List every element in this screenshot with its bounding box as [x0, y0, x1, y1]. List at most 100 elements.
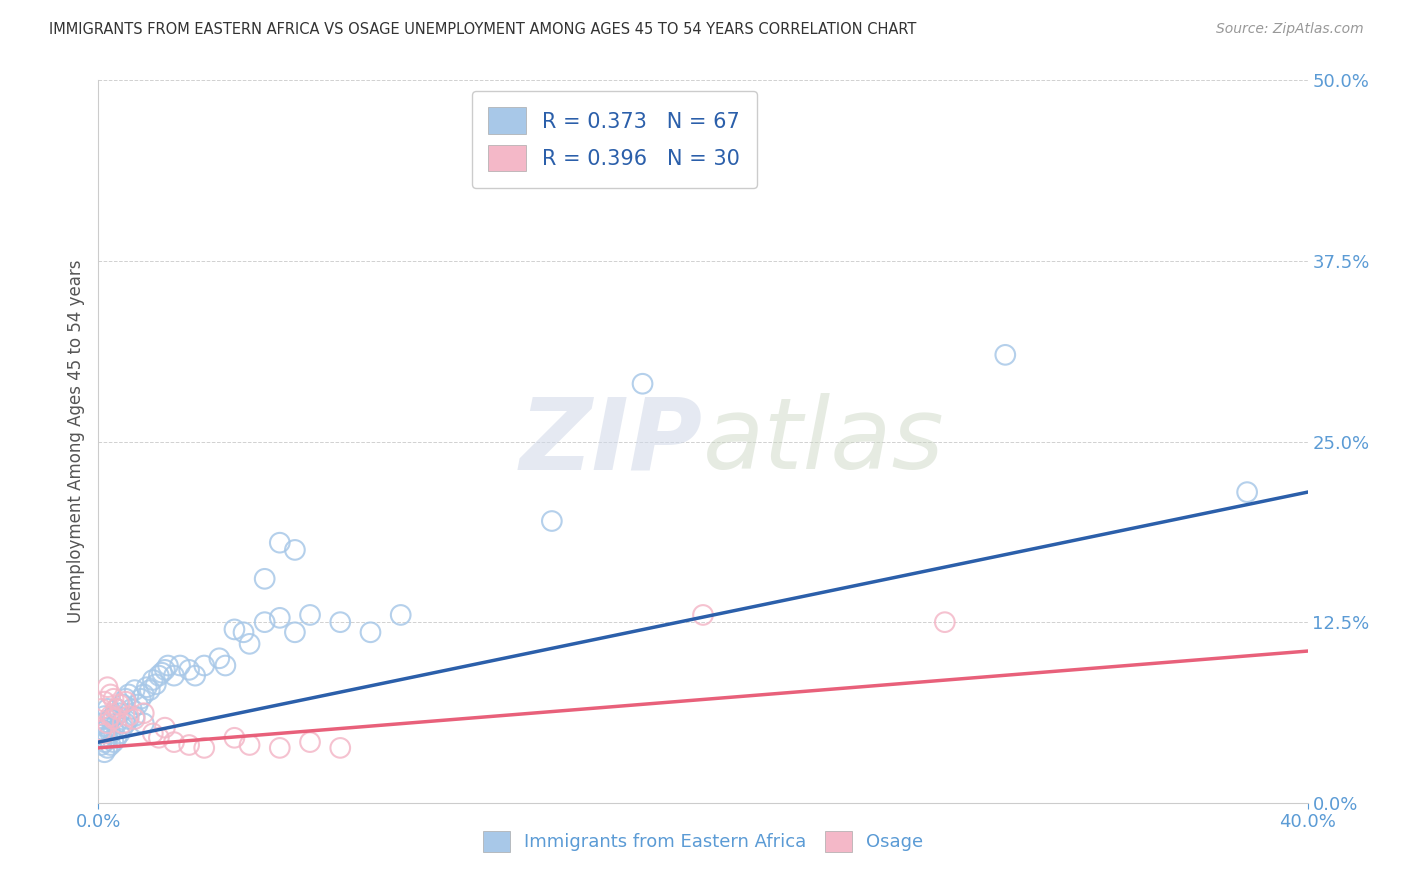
Point: [239, 738, 262, 752]
Point: [692, 607, 714, 622]
Point: [269, 611, 291, 625]
Point: [124, 709, 146, 723]
Point: [540, 514, 562, 528]
Point: [108, 706, 131, 721]
Point: [150, 665, 173, 680]
Point: [90, 716, 112, 731]
Point: [284, 625, 307, 640]
Point: [114, 695, 136, 709]
Point: [127, 698, 149, 712]
Point: [100, 738, 122, 752]
Point: [105, 716, 128, 731]
Point: [329, 740, 352, 755]
Point: [299, 607, 322, 622]
Point: [139, 683, 162, 698]
Point: [90, 738, 112, 752]
Point: [93, 735, 115, 749]
Point: [163, 735, 186, 749]
Point: [148, 731, 170, 745]
Point: [156, 658, 179, 673]
Point: [111, 716, 134, 731]
Point: [118, 712, 141, 726]
Point: [114, 716, 136, 731]
Point: [103, 712, 125, 726]
Point: [224, 731, 246, 745]
Point: [90, 731, 112, 745]
Point: [103, 709, 125, 723]
Point: [284, 542, 307, 557]
Point: [100, 712, 122, 726]
Point: [184, 668, 207, 682]
Y-axis label: Unemployment Among Ages 45 to 54 years: Unemployment Among Ages 45 to 54 years: [66, 260, 84, 624]
Point: [145, 677, 167, 691]
Point: [934, 615, 956, 630]
Point: [105, 702, 128, 716]
Point: [153, 721, 176, 735]
Point: [93, 709, 115, 723]
Text: IMMIGRANTS FROM EASTERN AFRICA VS OSAGE UNEMPLOYMENT AMONG AGES 45 TO 54 YEARS C: IMMIGRANTS FROM EASTERN AFRICA VS OSAGE …: [49, 22, 917, 37]
Point: [96, 721, 118, 735]
Point: [253, 572, 276, 586]
Point: [179, 663, 201, 677]
Point: [224, 623, 246, 637]
Point: [232, 625, 254, 640]
Point: [299, 735, 322, 749]
Point: [329, 615, 352, 630]
Point: [179, 738, 201, 752]
Point: [96, 740, 118, 755]
Point: [135, 680, 157, 694]
Point: [103, 723, 125, 738]
Point: [360, 625, 382, 640]
Text: ZIP: ZIP: [520, 393, 703, 490]
Point: [193, 740, 215, 755]
Point: [124, 712, 146, 726]
Point: [269, 740, 291, 755]
Point: [108, 726, 131, 740]
Point: [148, 668, 170, 682]
Point: [93, 723, 115, 738]
Point: [105, 702, 128, 716]
Point: [100, 726, 122, 740]
Point: [96, 716, 118, 731]
Point: [105, 731, 128, 745]
Point: [153, 663, 176, 677]
Point: [239, 637, 262, 651]
Point: [96, 731, 118, 745]
Point: [93, 726, 115, 740]
Point: [93, 695, 115, 709]
Point: [163, 668, 186, 682]
Text: atlas: atlas: [703, 393, 945, 490]
Point: [90, 723, 112, 738]
Point: [96, 680, 118, 694]
Point: [208, 651, 231, 665]
Legend: Immigrants from Eastern Africa, Osage: Immigrants from Eastern Africa, Osage: [475, 823, 931, 859]
Point: [169, 658, 191, 673]
Point: [129, 691, 152, 706]
Point: [132, 706, 155, 721]
Point: [118, 709, 141, 723]
Point: [118, 687, 141, 701]
Point: [103, 735, 125, 749]
Point: [193, 658, 215, 673]
Point: [269, 535, 291, 549]
Point: [114, 691, 136, 706]
Point: [96, 702, 118, 716]
Point: [631, 376, 654, 391]
Point: [90, 702, 112, 716]
Point: [108, 698, 131, 712]
Point: [253, 615, 276, 630]
Point: [994, 348, 1017, 362]
Point: [111, 721, 134, 735]
Point: [132, 716, 155, 731]
Point: [1236, 485, 1258, 500]
Point: [389, 607, 412, 622]
Point: [93, 745, 115, 759]
Point: [121, 702, 143, 716]
Text: Source: ZipAtlas.com: Source: ZipAtlas.com: [1216, 22, 1364, 37]
Point: [142, 673, 165, 687]
Point: [124, 683, 146, 698]
Point: [214, 658, 236, 673]
Point: [100, 687, 122, 701]
Point: [100, 709, 122, 723]
Point: [111, 698, 134, 712]
